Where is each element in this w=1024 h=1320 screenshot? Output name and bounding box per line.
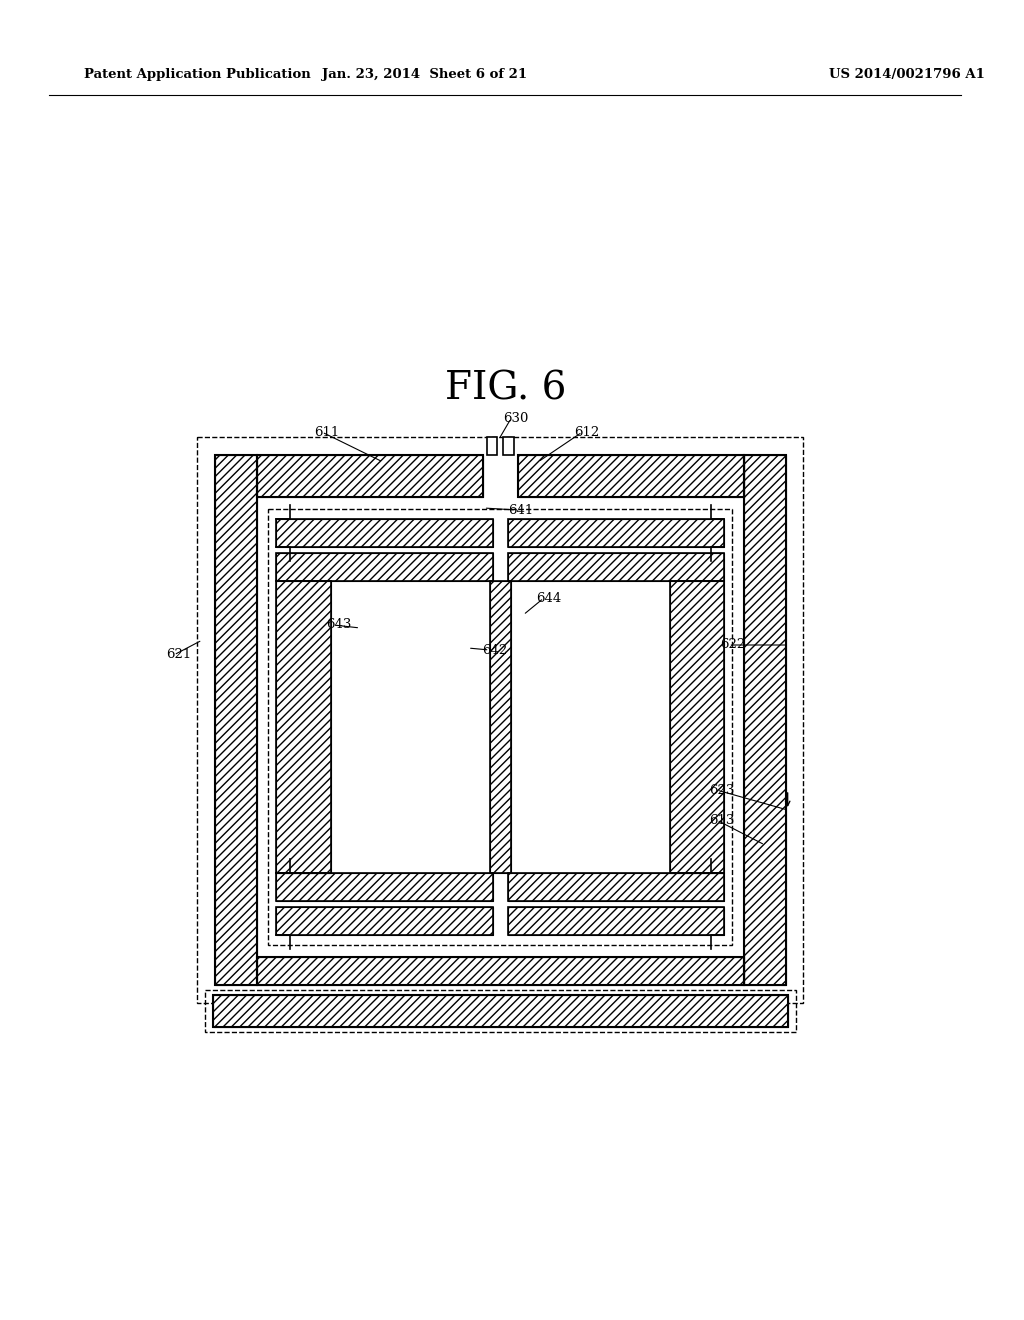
Bar [508,519,725,546]
Bar [508,519,725,546]
Text: Patent Application Publication: Patent Application Publication [84,69,310,81]
Bar [508,907,725,935]
Text: 622: 622 [721,639,745,652]
Bar [276,553,493,581]
Bar [489,581,511,873]
Bar [257,957,744,985]
Bar [268,510,732,945]
Bar [486,437,498,455]
Bar [276,873,493,902]
Bar [670,581,725,873]
Text: 644: 644 [536,591,561,605]
Bar [215,455,257,985]
Text: 623: 623 [709,784,734,796]
Text: 613: 613 [709,813,734,826]
Bar [276,519,493,546]
Bar [257,957,744,985]
Bar [508,553,725,581]
Text: 612: 612 [574,425,600,438]
Bar [276,519,493,546]
Bar [518,455,744,498]
Bar [213,995,787,1027]
Bar [744,455,785,985]
Text: 621: 621 [166,648,191,661]
Text: Jan. 23, 2014  Sheet 6 of 21: Jan. 23, 2014 Sheet 6 of 21 [322,69,527,81]
Bar [508,873,725,902]
Bar [508,873,725,902]
Bar [215,455,257,985]
Bar [257,455,482,498]
Bar [508,553,725,581]
Bar [213,995,787,1027]
Bar [276,553,493,581]
Text: FIG. 6: FIG. 6 [444,370,566,407]
Text: US 2014/0021796 A1: US 2014/0021796 A1 [829,69,985,81]
Bar [276,873,493,902]
Bar [257,455,482,498]
Bar [508,907,725,935]
Bar [489,581,511,873]
Bar [276,581,331,873]
Text: 611: 611 [314,425,339,438]
Bar [276,907,493,935]
Bar [504,437,514,455]
Bar [205,990,796,1032]
Text: 642: 642 [481,644,507,656]
Bar [670,581,725,873]
Text: 643: 643 [326,619,351,631]
Bar [518,455,744,498]
Bar [276,581,331,873]
Bar [744,455,785,985]
Text: 630: 630 [504,412,528,425]
Bar [198,437,804,1003]
Bar [276,907,493,935]
Text: 641: 641 [508,503,534,516]
